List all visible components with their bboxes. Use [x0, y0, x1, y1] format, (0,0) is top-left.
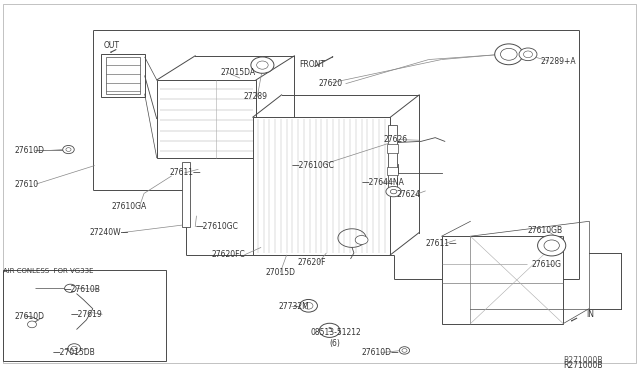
Text: 27611—: 27611—: [170, 169, 201, 177]
Text: R271000B: R271000B: [563, 356, 603, 365]
Ellipse shape: [63, 145, 74, 154]
Ellipse shape: [68, 344, 81, 353]
Text: —27619: —27619: [70, 310, 102, 319]
Text: 27610GA: 27610GA: [112, 202, 147, 211]
Bar: [388, 125, 397, 190]
Text: 27610D—: 27610D—: [362, 348, 399, 357]
Text: —27015DB: —27015DB: [52, 348, 95, 357]
Text: FRONT: FRONT: [300, 60, 326, 69]
Text: 27015DA: 27015DA: [221, 68, 256, 77]
Text: —27644NA: —27644NA: [362, 178, 404, 187]
Text: 27015D: 27015D: [266, 268, 296, 277]
Bar: [182, 162, 190, 227]
Ellipse shape: [399, 347, 410, 354]
Text: 27610D: 27610D: [14, 146, 44, 155]
Text: 27611—: 27611—: [426, 239, 457, 248]
Text: 27240W—: 27240W—: [90, 228, 129, 237]
Ellipse shape: [28, 321, 36, 328]
Text: —27610GC: —27610GC: [195, 222, 238, 231]
Ellipse shape: [386, 186, 401, 197]
Ellipse shape: [300, 299, 317, 312]
Text: 08513-51212: 08513-51212: [310, 328, 361, 337]
Text: 27620FC: 27620FC: [211, 250, 245, 259]
Ellipse shape: [355, 235, 368, 244]
Text: —27610B: —27610B: [64, 285, 101, 294]
Text: AIR CONLESS  FOR VG33E: AIR CONLESS FOR VG33E: [3, 268, 93, 274]
Ellipse shape: [251, 57, 274, 73]
Bar: [101, 54, 145, 97]
Ellipse shape: [519, 48, 537, 61]
Text: 27610GB: 27610GB: [528, 226, 563, 235]
Text: 5: 5: [328, 327, 332, 333]
Bar: [3, 270, 166, 361]
Ellipse shape: [495, 44, 523, 65]
Text: (6): (6): [330, 339, 340, 348]
Bar: [157, 80, 256, 158]
Text: 27289: 27289: [243, 92, 268, 101]
Text: 27610: 27610: [14, 180, 38, 189]
Text: 27732M: 27732M: [278, 302, 309, 311]
Text: 27620F: 27620F: [298, 258, 326, 267]
Bar: [387, 144, 398, 153]
Bar: [387, 167, 398, 175]
Text: 27289+A: 27289+A: [541, 57, 577, 65]
Text: OUT: OUT: [104, 41, 120, 50]
Text: 27610D: 27610D: [14, 312, 44, 321]
Ellipse shape: [538, 235, 566, 256]
Text: R271000B: R271000B: [563, 361, 603, 370]
Bar: [253, 117, 390, 255]
Text: 27610G: 27610G: [531, 260, 561, 269]
Bar: [106, 57, 140, 94]
Ellipse shape: [319, 323, 340, 337]
Bar: [442, 236, 563, 324]
Text: —27610GC: —27610GC: [291, 161, 334, 170]
Ellipse shape: [65, 284, 76, 292]
Ellipse shape: [390, 189, 397, 194]
Text: 27620: 27620: [318, 79, 342, 88]
Text: 27624: 27624: [397, 190, 421, 199]
Text: 27626: 27626: [384, 135, 408, 144]
Text: IN: IN: [586, 310, 595, 319]
